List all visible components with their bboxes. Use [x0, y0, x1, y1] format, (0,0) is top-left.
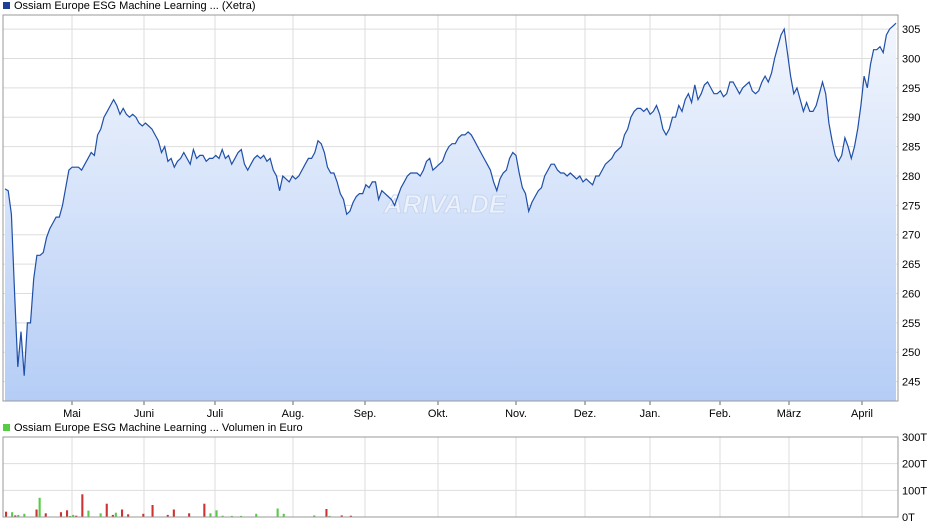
x-tick-label: Aug.	[282, 408, 305, 420]
price-legend-swatch	[3, 2, 10, 9]
volume-bar	[151, 505, 154, 517]
volume-y-tick-label: 200T	[902, 459, 927, 471]
price-series-line	[4, 22, 897, 376]
price-y-tick-label: 270	[902, 230, 920, 242]
volume-legend-swatch	[3, 424, 10, 431]
volume-plot-frame	[2, 436, 899, 518]
volume-bar	[230, 515, 233, 517]
volume-bar	[215, 510, 218, 517]
volume-bar	[66, 510, 69, 517]
x-tick-label: Nov.	[505, 408, 527, 420]
x-tick-label: Juli	[207, 408, 224, 420]
x-tick-label: Jan.	[640, 408, 661, 420]
x-tick-label: Feb.	[709, 408, 731, 420]
price-y-tick-label: 255	[902, 318, 920, 330]
volume-bar	[282, 513, 285, 517]
price-legend-label: Ossiam Europe ESG Machine Learning ... (…	[14, 0, 256, 12]
volume-bar	[17, 514, 20, 517]
volume-bar	[81, 494, 84, 517]
volume-bar	[328, 515, 331, 517]
x-tick-label: Okt.	[428, 408, 448, 420]
x-tick-label: April	[851, 408, 873, 420]
price-y-tick-label: 280	[902, 171, 920, 183]
x-tick-label: März	[777, 408, 801, 420]
volume-bar	[35, 509, 38, 517]
price-plot-frame	[2, 14, 899, 402]
volume-bar	[75, 515, 78, 517]
volume-bar	[87, 510, 90, 517]
volume-bar	[127, 514, 130, 517]
volume-bar	[105, 503, 108, 517]
volume-bar	[99, 513, 102, 517]
x-tick-label: Mai	[63, 408, 81, 420]
volume-bar	[14, 515, 17, 517]
volume-bar	[340, 515, 343, 517]
volume-bar	[38, 497, 41, 517]
volume-bar	[240, 515, 243, 517]
volume-bar	[209, 513, 212, 517]
volume-bar	[72, 514, 75, 517]
volume-y-tick-label: 100T	[902, 485, 927, 497]
volume-chart: 300T 200T 100T 0T	[2, 432, 927, 524]
price-y-tick-label: 300	[902, 53, 920, 65]
volume-bar	[114, 512, 117, 517]
price-y-tick-label: 305	[902, 24, 920, 36]
price-y-tick-label: 265	[902, 259, 920, 271]
volume-bar	[325, 509, 328, 517]
volume-bar	[142, 513, 145, 517]
volume-legend: Ossiam Europe ESG Machine Learning ... V…	[3, 422, 303, 434]
price-y-tick-label: 275	[902, 200, 920, 212]
volume-bar	[255, 513, 258, 517]
price-y-tick-label: 290	[902, 112, 920, 124]
volume-bar	[23, 513, 26, 517]
volume-bar	[69, 515, 72, 517]
x-tick-label: Dez.	[574, 408, 597, 420]
volume-legend-label: Ossiam Europe ESG Machine Learning ... V…	[14, 422, 303, 434]
volume-bar	[349, 515, 352, 517]
price-legend: Ossiam Europe ESG Machine Learning ... (…	[3, 0, 256, 12]
volume-bar	[5, 511, 8, 517]
price-y-tick-label: 260	[902, 288, 920, 300]
volume-bar	[11, 512, 14, 517]
price-y-tick-label: 250	[902, 347, 920, 359]
volume-y-tick-label: 300T	[902, 432, 927, 444]
volume-bar	[172, 509, 175, 517]
volume-y-tick-label: 0T	[902, 512, 915, 524]
volume-bar	[121, 509, 124, 517]
volume-bar	[111, 514, 114, 517]
price-chart: 305 300 295 290 285 280 275 270 265 260 255 250 245 M…	[2, 14, 920, 420]
x-tick-label: Sep.	[354, 408, 377, 420]
price-y-tick-label: 295	[902, 83, 920, 95]
volume-bar	[44, 513, 47, 517]
volume-bar	[276, 508, 279, 517]
volume-bar	[188, 513, 191, 517]
price-y-tick-label: 285	[902, 142, 920, 154]
watermark-logo: ARIVA.DE	[383, 189, 507, 219]
volume-bar	[59, 512, 62, 517]
volume-bar	[203, 503, 206, 517]
x-tick-label: Juni	[134, 408, 154, 420]
price-y-tick-label: 245	[902, 377, 920, 389]
volume-bar	[313, 515, 316, 517]
volume-bar	[221, 515, 224, 517]
volume-bar	[166, 514, 169, 517]
